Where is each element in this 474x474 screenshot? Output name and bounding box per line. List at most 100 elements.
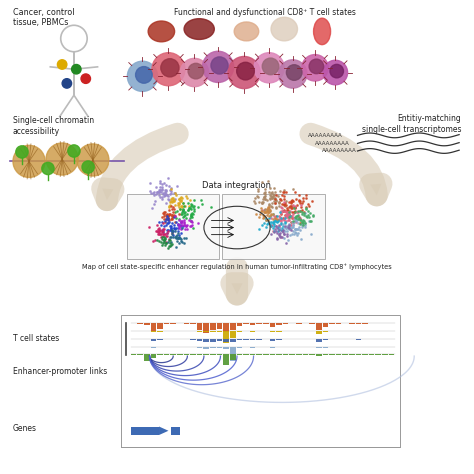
Point [283, 211, 290, 219]
Point [151, 237, 159, 244]
Point [285, 221, 292, 228]
Point [266, 184, 273, 191]
Point [149, 237, 157, 245]
Point [287, 199, 295, 207]
Point [258, 199, 266, 207]
Point [156, 186, 164, 194]
Point [178, 238, 186, 246]
Point [283, 232, 290, 240]
Point [255, 226, 263, 233]
Point [179, 208, 186, 216]
Text: Map of cell state-specific enhancer regulation in human tumor-infiltrating CD8⁺ : Map of cell state-specific enhancer regu… [82, 263, 392, 270]
Point [264, 217, 272, 224]
Bar [349, 323, 355, 324]
Point [176, 205, 183, 212]
Point [161, 217, 169, 225]
Point [161, 190, 169, 197]
Point [164, 226, 171, 234]
Bar [316, 346, 321, 348]
Point [174, 220, 182, 228]
Circle shape [309, 59, 324, 73]
Point [303, 214, 311, 221]
Point [266, 196, 274, 203]
Point [156, 179, 164, 187]
Bar [283, 323, 289, 324]
Point [270, 195, 277, 202]
Bar [243, 330, 249, 331]
Point [293, 216, 301, 223]
Text: Genes: Genes [12, 424, 36, 433]
Point [173, 191, 180, 199]
Point [168, 198, 176, 206]
Point [155, 225, 162, 233]
Bar [230, 330, 236, 338]
Point [260, 189, 267, 197]
Point [280, 223, 288, 231]
Point [164, 213, 171, 220]
Point [273, 229, 281, 237]
Point [146, 187, 154, 194]
Point [281, 222, 289, 230]
Point [182, 209, 189, 216]
Point [154, 189, 162, 196]
Point [278, 204, 285, 211]
Point [184, 207, 191, 214]
Point [290, 224, 297, 231]
Point [296, 197, 304, 205]
Point [300, 194, 307, 202]
Point [155, 188, 163, 195]
Point [156, 226, 164, 233]
Point [162, 187, 169, 194]
Point [270, 228, 278, 235]
Point [167, 224, 175, 231]
Point [308, 217, 315, 225]
Point [164, 214, 172, 222]
Point [180, 206, 187, 213]
Circle shape [180, 58, 209, 87]
Point [293, 226, 301, 233]
Bar [203, 323, 209, 333]
Point [284, 209, 292, 216]
Point [271, 214, 279, 221]
Point [297, 235, 305, 243]
Point [275, 212, 283, 219]
Point [157, 221, 165, 229]
Point [264, 211, 271, 219]
Point [273, 218, 281, 226]
Point [155, 228, 162, 235]
Point [154, 188, 161, 195]
Point [163, 213, 171, 221]
Point [175, 199, 182, 207]
Point [194, 219, 202, 227]
Point [289, 210, 297, 218]
Point [153, 221, 161, 229]
Bar [237, 338, 242, 340]
Point [162, 221, 170, 228]
Point [262, 209, 269, 216]
Circle shape [16, 146, 28, 158]
Point [279, 207, 287, 215]
Point [171, 189, 179, 196]
Point [208, 203, 215, 211]
Point [285, 210, 293, 218]
Point [158, 195, 165, 203]
Point [178, 217, 185, 225]
Point [276, 216, 283, 223]
Point [165, 211, 173, 219]
Point [168, 228, 175, 236]
Point [165, 218, 173, 226]
Point [282, 213, 289, 220]
Point [310, 212, 317, 219]
Point [157, 186, 164, 194]
Bar [157, 323, 163, 328]
Point [175, 224, 182, 232]
Point [255, 185, 262, 193]
Point [271, 196, 279, 203]
Point [255, 213, 263, 220]
Bar [230, 354, 236, 360]
Point [276, 213, 284, 221]
Point [267, 210, 274, 218]
Point [268, 192, 275, 200]
Point [165, 203, 173, 210]
Bar [356, 346, 361, 347]
